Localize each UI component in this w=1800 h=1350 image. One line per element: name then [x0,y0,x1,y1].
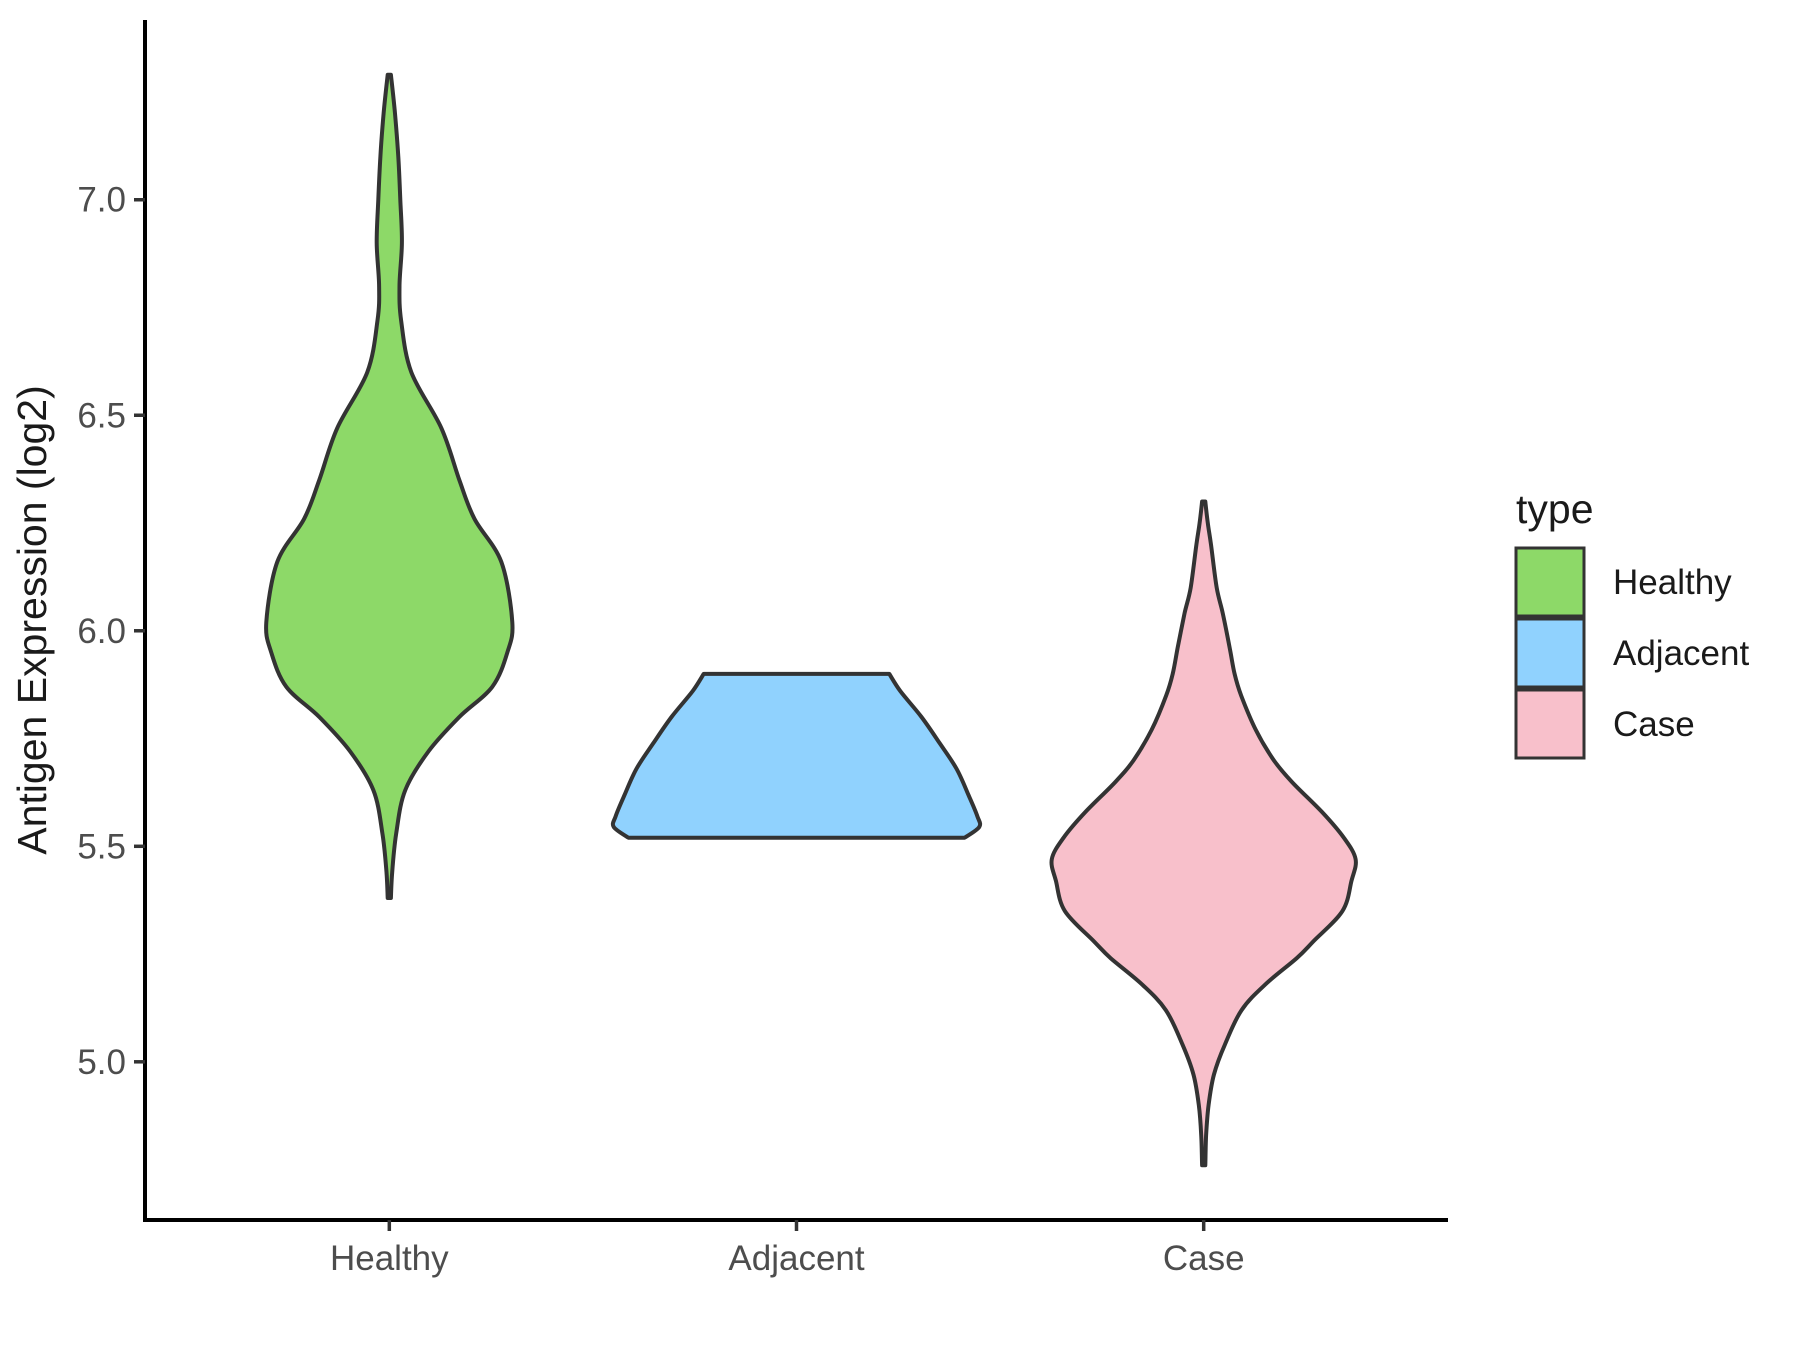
x-tick-label-case: Case [1163,1239,1245,1278]
legend-label-adjacent: Adjacent [1613,634,1749,673]
violin-healthy [264,72,515,900]
y-axis-title: Antigen Expression (log2) [9,385,55,854]
legend-label-case: Case [1613,705,1695,744]
violin-case [1049,499,1358,1168]
y-tick-label: 7.0 [77,181,126,220]
x-tick-label-healthy: Healthy [330,1239,449,1278]
y-tick-label: 6.5 [77,396,126,435]
y-tick-label: 5.5 [77,827,126,866]
y-tick-label: 5.0 [77,1043,126,1082]
legend-label-healthy: Healthy [1613,563,1732,602]
legend-key-case [1514,688,1586,760]
legend-key-healthy [1514,546,1586,618]
x-tick-label-adjacent: Adjacent [728,1239,864,1278]
y-tick-label: 6.0 [77,612,126,651]
legend-title: type [1516,486,1594,532]
violin-adjacent [610,671,983,840]
legend-key-adjacent [1514,617,1586,689]
